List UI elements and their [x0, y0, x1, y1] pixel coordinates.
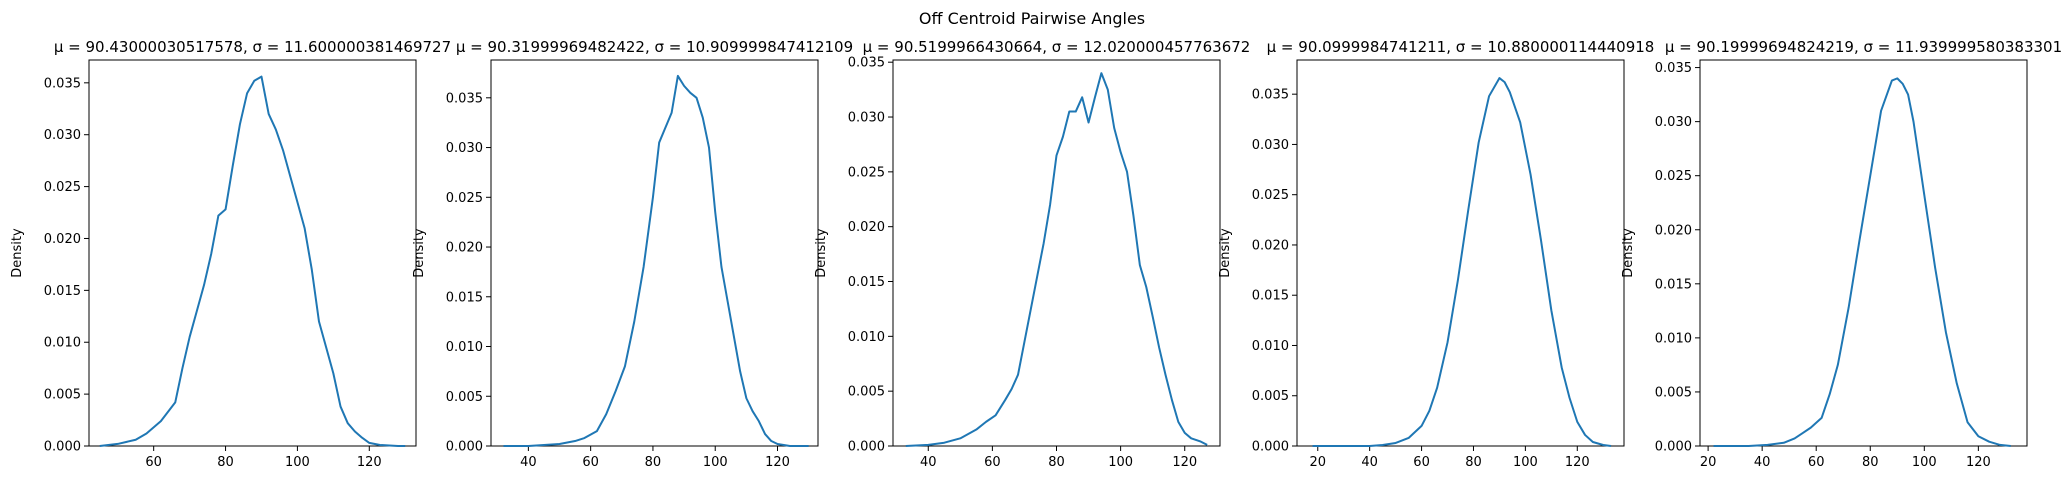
y-tick-label: 0.035: [44, 76, 81, 91]
y-tick-label: 0.005: [44, 388, 81, 403]
subplot-title: μ = 90.43000030517578, σ = 11.6000003814…: [54, 38, 451, 56]
y-tick-label: 0.000: [446, 440, 483, 455]
y-axis-label: Density: [814, 228, 829, 278]
y-tick-label: 0.020: [1655, 223, 1692, 238]
subplot-title: μ = 90.19999694824219, σ = 11.9399995803…: [1665, 38, 2062, 56]
subplot-5: μ = 90.19999694824219, σ = 11.9399995803…: [1621, 38, 2062, 470]
subplot-title: μ = 90.31999969482422, σ = 10.9099998474…: [456, 38, 853, 56]
y-tick-label: 0.035: [1655, 61, 1692, 76]
x-tick-label: 80: [645, 455, 662, 470]
subplot-grid: μ = 90.43000030517578, σ = 11.6000003814…: [10, 38, 2062, 470]
axes-frame: [88, 59, 417, 447]
x-tick-label: 40: [1361, 455, 1378, 470]
subplot-3: μ = 90.5199966430664, σ = 12.02000045776…: [814, 38, 1250, 470]
axes-frame: [490, 59, 819, 447]
y-tick-label: 0.015: [1655, 277, 1692, 292]
x-tick-label: 40: [1754, 455, 1771, 470]
y-tick-label: 0.030: [848, 111, 885, 126]
subplot-title: μ = 90.5199966430664, σ = 12.02000045776…: [863, 38, 1251, 56]
x-tick-label: 60: [582, 455, 599, 470]
x-tick-label: 80: [1048, 455, 1065, 470]
subplot-4: μ = 90.0999984741211, σ = 10.88000011444…: [1218, 38, 1654, 470]
density-curve-series-1: [503, 74, 809, 447]
y-tick-label: 0.005: [848, 385, 885, 400]
y-tick-label: 0.000: [848, 440, 885, 455]
y-tick-label: 0.000: [1252, 440, 1289, 455]
density-curve-series-1: [1312, 77, 1612, 447]
x-tick-label: 60: [1808, 455, 1825, 470]
axes-frame: [1699, 59, 2028, 447]
y-tick-label: 0.015: [44, 284, 81, 299]
y-axis-label: Density: [1621, 228, 1636, 278]
y-tick-label: 0.015: [446, 290, 483, 305]
subplot-1: μ = 90.43000030517578, σ = 11.6000003814…: [10, 38, 451, 470]
y-axis-label: Density: [1218, 228, 1233, 278]
y-tick-label: 0.005: [1655, 385, 1692, 400]
x-tick-label: 100: [1108, 455, 1133, 470]
y-tick-label: 0.015: [1252, 289, 1289, 304]
y-tick-label: 0.010: [446, 340, 483, 355]
y-tick-label: 0.030: [44, 128, 81, 143]
axes-frame: [892, 59, 1221, 447]
x-tick-label: 60: [1413, 455, 1430, 470]
y-tick-label: 0.010: [1252, 339, 1289, 354]
x-tick-label: 120: [1565, 455, 1590, 470]
y-tick-label: 0.030: [1252, 138, 1289, 153]
y-tick-label: 0.020: [446, 241, 483, 256]
density-curve-series-1: [1713, 77, 2011, 447]
x-tick-label: 120: [765, 455, 790, 470]
x-tick-label: 120: [357, 455, 382, 470]
x-tick-label: 120: [1966, 455, 1991, 470]
y-tick-label: 0.025: [1252, 188, 1289, 203]
density-curve-series-1: [905, 72, 1208, 447]
y-tick-label: 0.010: [44, 336, 81, 351]
y-tick-label: 0.005: [1252, 389, 1289, 404]
x-tick-label: 60: [984, 455, 1001, 470]
x-tick-label: 80: [1862, 455, 1879, 470]
y-tick-label: 0.010: [848, 330, 885, 345]
y-tick-label: 0.025: [1655, 169, 1692, 184]
x-tick-label: 40: [520, 455, 537, 470]
y-tick-label: 0.030: [1655, 115, 1692, 130]
x-tick-label: 120: [1172, 455, 1197, 470]
y-tick-label: 0.025: [848, 165, 885, 180]
y-tick-label: 0.020: [848, 220, 885, 235]
x-tick-label: 100: [285, 455, 310, 470]
x-tick-label: 60: [145, 455, 162, 470]
y-tick-label: 0.020: [44, 232, 81, 247]
y-axis-label: Density: [412, 228, 427, 278]
y-axis-label: Density: [10, 228, 25, 278]
density-curve-series-1: [99, 75, 406, 447]
y-tick-label: 0.010: [1655, 331, 1692, 346]
x-tick-label: 100: [703, 455, 728, 470]
y-tick-label: 0.035: [848, 56, 885, 71]
subplot-2: μ = 90.31999969482422, σ = 10.9099998474…: [412, 38, 853, 470]
x-tick-label: 100: [1513, 455, 1538, 470]
y-tick-label: 0.000: [1655, 440, 1692, 455]
y-tick-label: 0.035: [1252, 88, 1289, 103]
y-tick-label: 0.005: [446, 390, 483, 405]
y-tick-label: 0.025: [44, 180, 81, 195]
x-tick-label: 80: [217, 455, 234, 470]
x-tick-label: 100: [1912, 455, 1937, 470]
axes-frame: [1296, 59, 1625, 447]
x-tick-label: 20: [1309, 455, 1326, 470]
y-tick-label: 0.030: [446, 141, 483, 156]
y-tick-label: 0.025: [446, 191, 483, 206]
subplot-title: μ = 90.0999984741211, σ = 10.88000011444…: [1267, 38, 1655, 56]
y-tick-label: 0.015: [848, 275, 885, 290]
figure-suptitle: Off Centroid Pairwise Angles: [919, 9, 1145, 28]
y-tick-label: 0.020: [1252, 238, 1289, 253]
x-tick-label: 80: [1465, 455, 1482, 470]
y-tick-label: 0.000: [44, 440, 81, 455]
x-tick-label: 20: [1700, 455, 1717, 470]
y-tick-label: 0.035: [446, 91, 483, 106]
x-tick-label: 40: [920, 455, 937, 470]
